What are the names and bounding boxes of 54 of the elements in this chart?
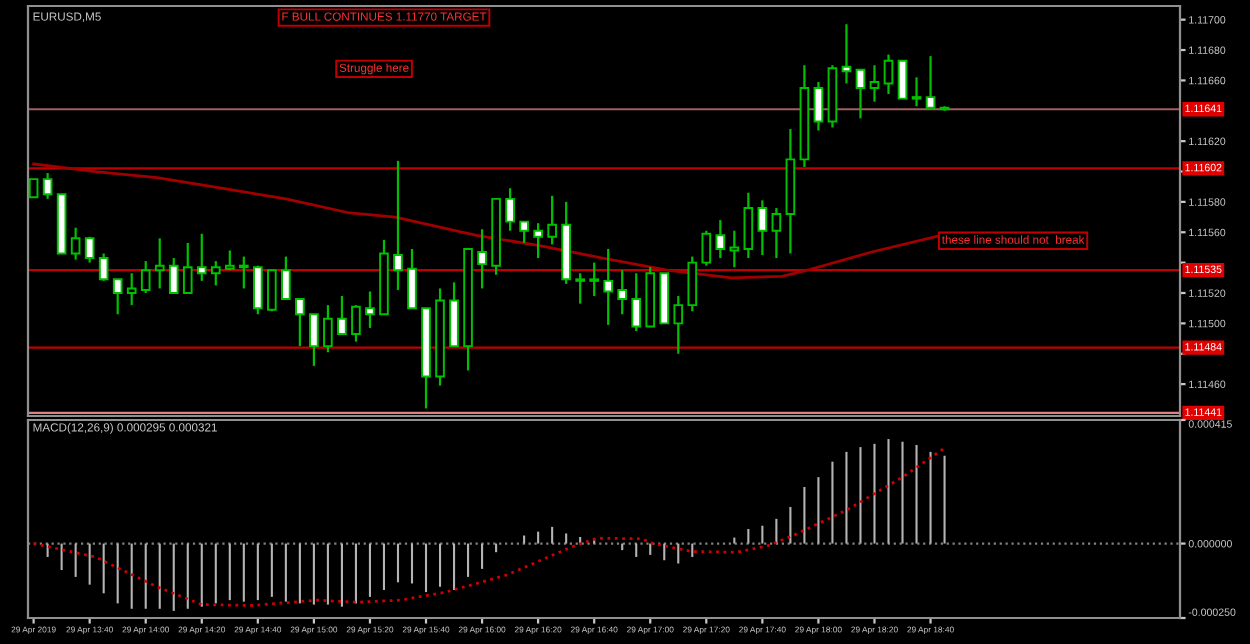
candlestick	[309, 313, 319, 367]
candlestick	[575, 272, 585, 305]
candlestick	[729, 229, 740, 269]
candlestick	[337, 294, 347, 336]
candlestick	[407, 247, 417, 310]
candlestick	[813, 80, 824, 132]
candlestick	[126, 272, 137, 307]
candlestick	[477, 228, 487, 290]
candlestick	[855, 68, 866, 120]
candlestick	[715, 219, 726, 260]
candlestick	[897, 59, 908, 100]
candlestick	[869, 64, 880, 103]
candlestick	[239, 255, 249, 290]
candlestick	[98, 252, 109, 282]
candlestick	[182, 241, 193, 295]
candlestick	[701, 229, 712, 267]
candlestick	[351, 304, 361, 343]
candlestick	[281, 255, 291, 301]
candlestick	[673, 294, 684, 355]
candlestick	[589, 261, 600, 298]
candlestick	[505, 187, 515, 232]
candlestick	[168, 256, 179, 295]
candlestick	[687, 255, 698, 313]
candlestick	[365, 290, 375, 330]
candlestick	[196, 232, 207, 282]
candlestick	[112, 278, 123, 316]
candlestick	[42, 171, 53, 200]
candlestick	[28, 178, 39, 199]
line-series	[32, 446, 946, 607]
candlestick	[547, 194, 557, 246]
candlestick	[631, 272, 642, 333]
candlestick	[519, 220, 529, 244]
line-series	[32, 162, 944, 280]
candlestick	[617, 269, 628, 316]
candlestick	[140, 260, 151, 295]
candlestick	[757, 199, 768, 257]
candlestick	[70, 226, 81, 261]
candlestick	[743, 191, 754, 260]
candlestick	[253, 264, 263, 316]
candlestick	[771, 206, 782, 260]
candlestick	[533, 222, 543, 260]
candlestick	[603, 247, 614, 326]
candlestick	[267, 269, 277, 313]
candlestick	[84, 235, 95, 264]
candlestick	[210, 260, 221, 287]
candlestick	[449, 281, 459, 348]
candlestick	[911, 76, 922, 108]
candlestick	[841, 23, 852, 85]
candlestick	[925, 55, 936, 109]
candlestick	[393, 159, 403, 292]
candlestick	[295, 297, 305, 348]
candlestick	[883, 53, 894, 96]
candlestick	[154, 237, 165, 290]
candlestick	[323, 304, 333, 354]
